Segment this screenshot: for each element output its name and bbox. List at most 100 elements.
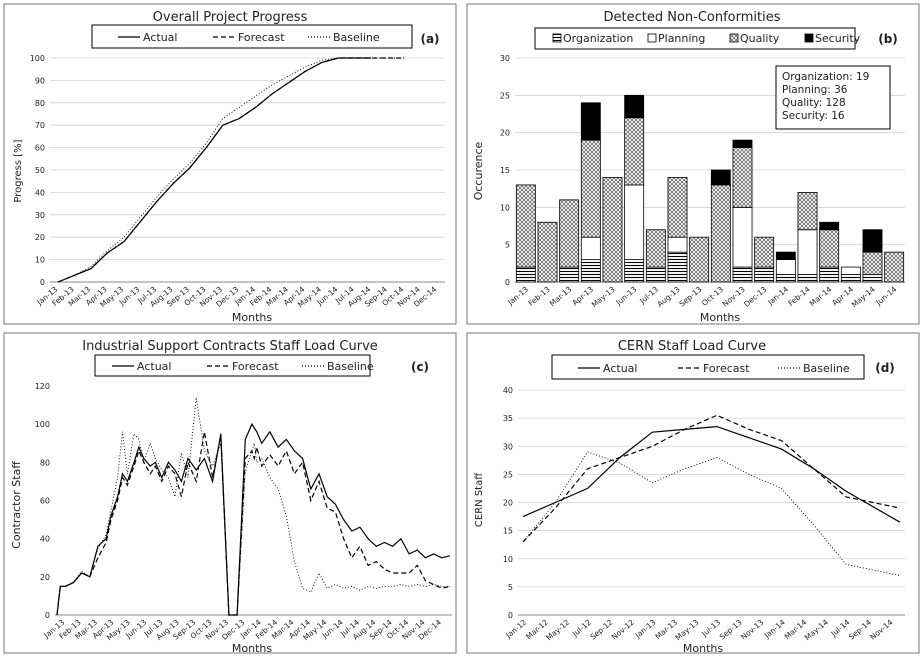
legend-label-planning: Planning <box>658 32 705 45</box>
legend: Actual Forecast Baseline <box>578 362 850 375</box>
bar-organization <box>515 266 536 283</box>
y-tick-label: 30 <box>35 211 45 220</box>
x-tick-label: Sep-14 <box>847 617 873 641</box>
totals-line: Organization: 19 <box>782 71 869 83</box>
bar-organization <box>797 274 818 283</box>
bar-organization <box>819 266 840 283</box>
bar-organization <box>775 274 796 283</box>
x-axis-label: Months <box>683 642 723 655</box>
bar-security <box>819 221 840 231</box>
legend-label-actual: Actual <box>143 31 177 44</box>
x-tick-label: May-14 <box>850 284 877 309</box>
legend-label-baseline: Baseline <box>333 31 380 44</box>
y-tick-label: 90 <box>35 76 45 85</box>
bar-quality <box>602 177 623 283</box>
x-tick-label: Mar-14 <box>808 284 834 308</box>
legend-box <box>91 24 413 49</box>
legend-label-actual: Actual <box>137 360 171 373</box>
x-tick-label: Feb-13 <box>526 284 552 307</box>
x-tick-label: Nov-12 <box>610 617 636 641</box>
bar-security <box>775 251 796 260</box>
y-tick-label: 25 <box>503 470 513 479</box>
chart-title: Industrial Support Contracts Staff Load … <box>82 339 378 354</box>
legend-box <box>534 27 856 50</box>
y-tick-label: 0 <box>505 278 510 287</box>
panel-tag: (a) <box>420 32 439 46</box>
bar-planning <box>580 236 601 260</box>
y-tick-label: 10 <box>500 203 510 212</box>
bar-organization <box>667 251 688 283</box>
series-line-forecast <box>522 414 901 543</box>
bar-security <box>710 169 731 186</box>
totals-line: Security: 16 <box>782 110 845 122</box>
bar-organization <box>580 259 601 283</box>
bar-planning <box>732 206 753 268</box>
y-tick-label: 0 <box>45 611 50 620</box>
bar-organization <box>840 274 861 283</box>
bar-organization <box>624 259 645 283</box>
x-tick-label: Mar-13 <box>548 284 574 308</box>
legend-box <box>551 354 865 380</box>
bar-quality <box>537 221 558 283</box>
bar-quality <box>559 199 580 268</box>
y-tick-label: 80 <box>35 99 45 108</box>
panel-tag: (d) <box>875 361 895 375</box>
y-tick-label: 35 <box>503 414 513 423</box>
bar-security <box>862 229 883 253</box>
totals-line: Planning: 36 <box>782 84 848 96</box>
x-tick-label: Jun-14 <box>874 284 899 307</box>
y-tick-label: 40 <box>40 535 50 544</box>
y-tick-label: 60 <box>40 497 50 506</box>
panel-c: Industrial Support Contracts Staff Load … <box>3 332 457 655</box>
bar-quality <box>862 251 883 275</box>
y-axis-label: Progress [%] <box>13 139 24 202</box>
legend-label-baseline: Baseline <box>803 362 850 375</box>
legend: Organization Planning Quality Security <box>552 32 861 45</box>
legend-label-forecast: Forecast <box>703 362 750 375</box>
series-line-baseline <box>522 451 901 577</box>
x-tick-label: May-13 <box>590 284 617 309</box>
panel-d: CERN Staff Load Curve Actual Forecast Base… <box>466 332 920 655</box>
bar-quality <box>732 147 753 208</box>
bar-organization <box>559 266 580 283</box>
y-tick-label: 10 <box>35 256 45 265</box>
x-tick-label: Jun-13 <box>614 284 639 307</box>
x-tick-label: May-13 <box>674 617 701 642</box>
x-tick-label: Sep-13 <box>718 617 744 641</box>
y-tick-label: 100 <box>30 54 45 63</box>
x-tick-label: Nov-13 <box>739 617 765 641</box>
bar-planning <box>624 184 645 260</box>
y-tick-label: 15 <box>503 527 513 536</box>
y-tick-label: 40 <box>35 188 45 197</box>
y-tick-label: 5 <box>505 241 510 250</box>
x-tick-label: Aug-13 <box>655 284 682 308</box>
panel-a: Overall Project Progress Actual Forecast B… <box>3 3 457 325</box>
totals-box <box>775 65 891 130</box>
chart-title: Overall Project Progress <box>153 10 308 25</box>
panel-frame <box>466 332 920 654</box>
bar-quality <box>797 191 818 231</box>
series-line-baseline <box>57 57 404 283</box>
bar-quality <box>624 117 645 186</box>
legend-swatch-quality <box>729 33 739 43</box>
panel-frame <box>3 3 457 325</box>
legend: Actual Forecast Baseline <box>118 31 380 44</box>
y-tick-label: 10 <box>503 555 513 564</box>
y-axis-label: Contractor Staff <box>10 461 23 549</box>
bar-organization <box>645 266 666 283</box>
legend-label-forecast: Forecast <box>238 31 285 44</box>
bar-quality <box>884 251 905 283</box>
y-tick-label: 100 <box>35 420 50 429</box>
bar-security <box>580 102 601 141</box>
x-tick-label: Jan-12 <box>503 617 528 640</box>
bar-planning <box>667 236 688 253</box>
bar-quality <box>754 236 775 268</box>
bar-organization <box>862 274 883 283</box>
series-line-forecast <box>57 57 404 283</box>
y-tick-label: 80 <box>40 458 50 467</box>
bar-organization <box>732 266 753 283</box>
legend-label-baseline: Baseline <box>327 360 374 373</box>
x-tick-label: Jan-14 <box>762 617 787 640</box>
